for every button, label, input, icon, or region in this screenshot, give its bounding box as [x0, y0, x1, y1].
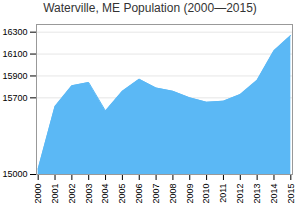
svg-text:2011: 2011: [218, 184, 228, 203]
svg-text:16100: 16100: [2, 49, 27, 59]
svg-text:2013: 2013: [252, 184, 262, 204]
svg-text:2007: 2007: [151, 184, 161, 204]
svg-text:2005: 2005: [117, 184, 127, 204]
svg-text:2001: 2001: [50, 184, 60, 204]
svg-text:2009: 2009: [185, 184, 195, 204]
svg-text:2002: 2002: [67, 184, 77, 204]
svg-text:15700: 15700: [2, 93, 27, 103]
svg-text:2012: 2012: [235, 184, 245, 204]
svg-text:2015: 2015: [286, 184, 296, 204]
svg-text:16300: 16300: [2, 27, 27, 37]
svg-text:15900: 15900: [2, 71, 27, 81]
html-text:Waterville, ME Population (200: Waterville, ME Population (2000—2015): [43, 1, 257, 15]
svg-text:2014: 2014: [269, 184, 279, 204]
svg-text:2003: 2003: [84, 184, 94, 204]
svg-text:2008: 2008: [168, 184, 178, 204]
svg-text:15000: 15000: [2, 169, 27, 179]
svg-text:2000: 2000: [33, 184, 43, 204]
svg-text:2006: 2006: [134, 184, 144, 204]
svg-text:2004: 2004: [100, 184, 110, 204]
svg-text:2010: 2010: [201, 184, 211, 204]
